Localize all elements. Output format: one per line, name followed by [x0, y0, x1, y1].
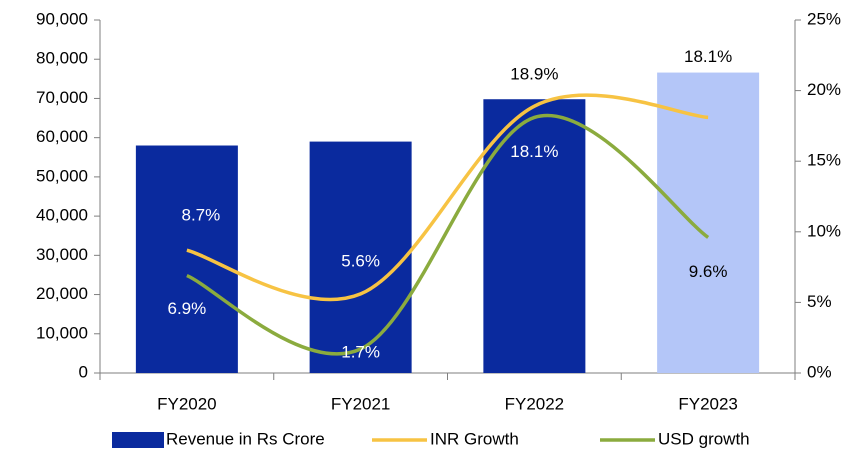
- legend-swatch: [112, 432, 164, 448]
- data-label: 5.6%: [341, 251, 380, 270]
- y-tick-label: 0: [79, 362, 88, 381]
- line: [186, 113, 710, 356]
- y-tick-label: 10,000: [36, 323, 88, 342]
- y2-tick-label: 10%: [807, 221, 841, 240]
- bar: [483, 99, 586, 374]
- data-label: 18.1%: [684, 47, 732, 66]
- legend-label: INR Growth: [430, 429, 519, 448]
- y-tick-label: 90,000: [36, 9, 88, 28]
- bar: [657, 72, 760, 374]
- y-tick-label: 50,000: [36, 166, 88, 185]
- legend-label: USD growth: [658, 429, 750, 448]
- x-tick-label: FY2021: [331, 394, 391, 413]
- y2-tick-label: 0%: [807, 362, 832, 381]
- x-tick-label: FY2020: [157, 394, 217, 413]
- data-label: 18.9%: [510, 65, 558, 84]
- y-tick-label: 70,000: [36, 88, 88, 107]
- x-tick-label: FY2022: [505, 394, 565, 413]
- data-label: 6.9%: [168, 299, 207, 318]
- y2-tick-label: 25%: [807, 9, 841, 28]
- data-label: 8.7%: [182, 206, 221, 225]
- bar: [135, 145, 238, 373]
- y-tick-label: 80,000: [36, 49, 88, 68]
- y-tick-label: 60,000: [36, 127, 88, 146]
- y-tick-label: 30,000: [36, 245, 88, 264]
- y2-tick-label: 5%: [807, 292, 832, 311]
- data-label: 1.7%: [341, 342, 380, 361]
- bar: [309, 141, 412, 373]
- y-tick-label: 40,000: [36, 206, 88, 225]
- legend-label: Revenue in Rs Crore: [166, 429, 325, 448]
- y-tick-label: 20,000: [36, 284, 88, 303]
- data-label: 18.1%: [510, 142, 558, 161]
- y2-tick-label: 15%: [807, 151, 841, 170]
- line: [186, 93, 709, 302]
- data-label: 9.6%: [689, 262, 728, 281]
- y2-tick-label: 20%: [807, 80, 841, 99]
- x-tick-label: FY2023: [678, 394, 738, 413]
